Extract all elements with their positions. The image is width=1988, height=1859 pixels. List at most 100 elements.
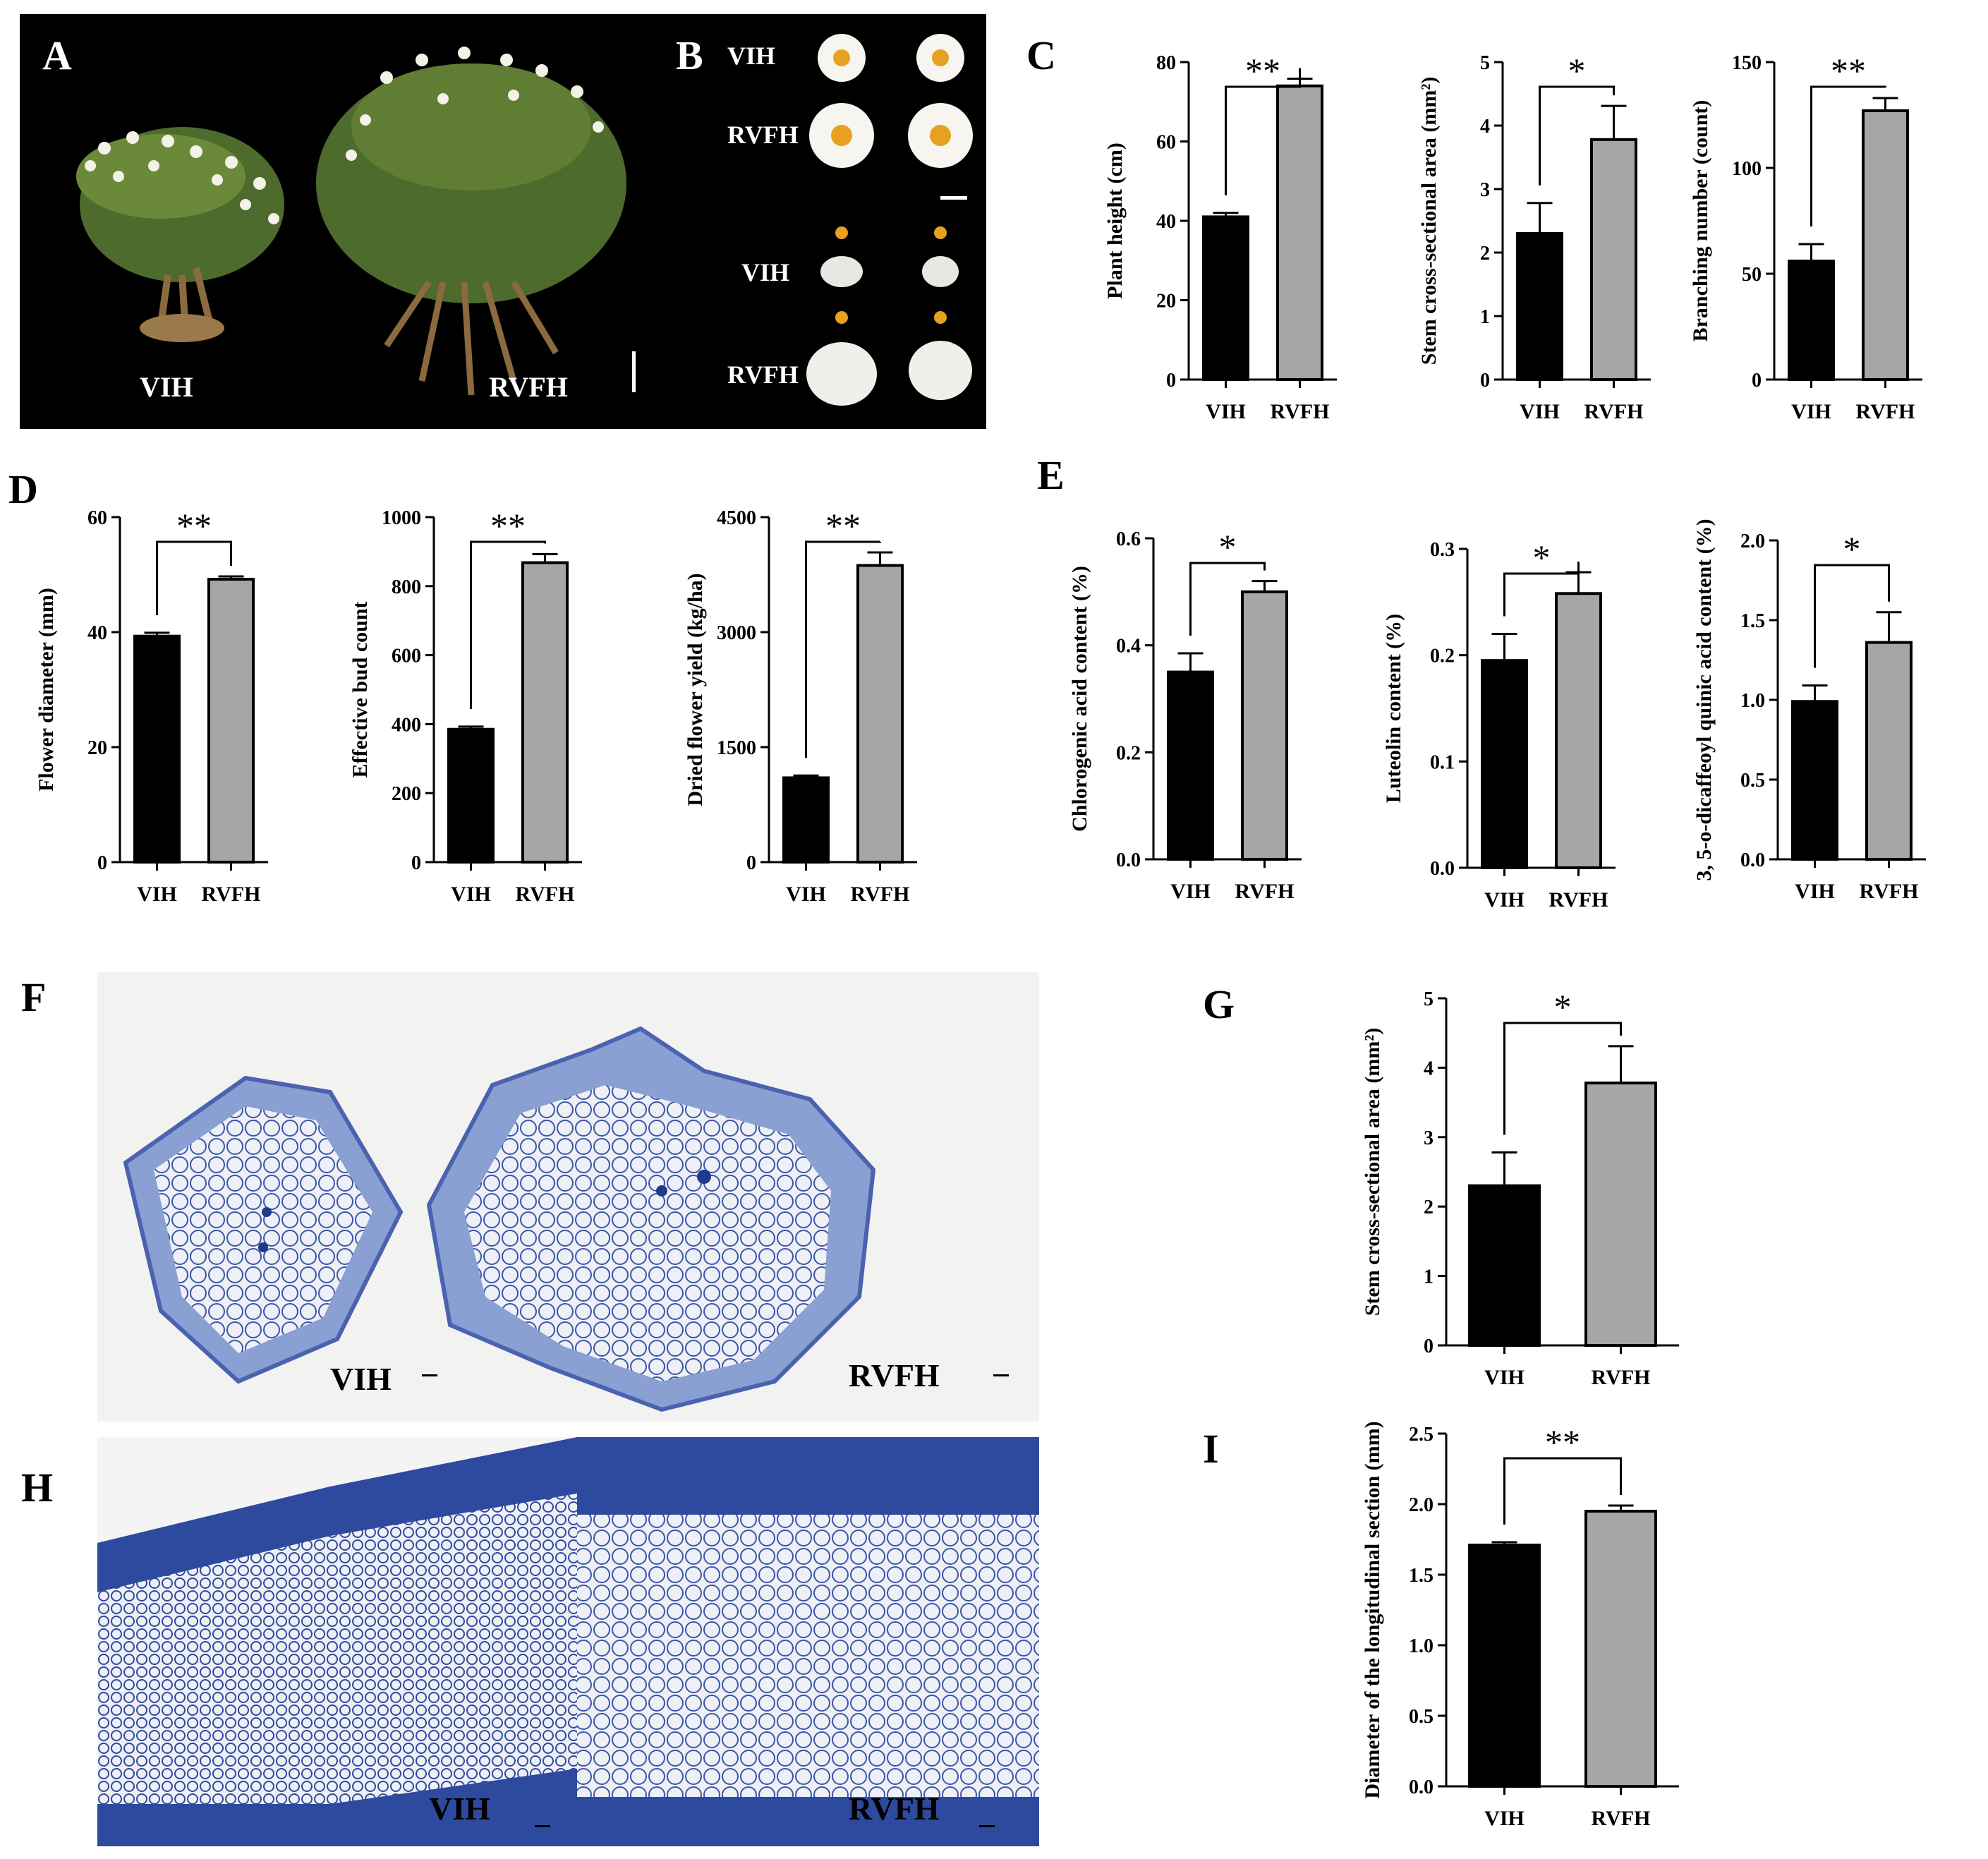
dissected-flowers <box>806 226 972 406</box>
c3-bar-rvfh <box>1862 109 1909 381</box>
panel-f-label-rvfh: RVFH <box>849 1357 940 1393</box>
d1-y-tick-label: 60 <box>87 507 107 529</box>
d2-y-tick-label: 600 <box>392 646 421 667</box>
e3-x-tick-label: RVFH <box>1860 880 1919 903</box>
c1-y-tick-label: 20 <box>1156 291 1176 313</box>
c1-y-axis-label: Plant height (cm) <box>1103 143 1127 299</box>
c1-y-tick-label: 80 <box>1156 52 1176 74</box>
c2-significance-marker: * <box>1568 51 1586 90</box>
panel-letter-f: F <box>21 974 47 1020</box>
g-y-tick-label: 3 <box>1424 1127 1434 1149</box>
c2-y-tick-label: 2 <box>1480 243 1490 265</box>
panel-b-label-rvfh-1: RVFH <box>727 121 799 149</box>
scale-bar <box>632 351 636 392</box>
e2-bar-rvfh <box>1555 592 1602 870</box>
e2-y-tick-label: 0.0 <box>1430 858 1455 880</box>
c2-y-tick-label: 5 <box>1480 52 1490 74</box>
c3-y-tick-label: 150 <box>1732 52 1762 74</box>
g-significance-bracket <box>1503 1022 1622 1135</box>
e3-y-axis-label: 3, 5-o-dicaffeoyl quinic acid content (%… <box>1692 519 1716 880</box>
c2-x-tick-label: RVFH <box>1584 400 1644 423</box>
i-significance-marker: ** <box>1545 1422 1580 1462</box>
panel-b-label-vih-2: VIH <box>741 258 790 286</box>
c1-bar-vih <box>1202 215 1249 381</box>
d2-x-tick-label: RVFH <box>516 883 575 906</box>
g-y-tick-label: 5 <box>1424 988 1434 1010</box>
panel-b-label-rvfh-2: RVFH <box>727 361 799 389</box>
e3-x-tick-label: VIH <box>1795 880 1835 903</box>
panel-f-cross-section: VIH RVFH <box>97 972 1039 1422</box>
d1-y-tick-label: 40 <box>87 622 107 644</box>
c3-x-tick-label: VIH <box>1791 400 1831 423</box>
panel-letter-e: E <box>1037 452 1065 498</box>
panel-letter-g: G <box>1203 981 1235 1027</box>
d2-y-tick-label: 800 <box>392 576 421 598</box>
e3-significance-bracket <box>1814 564 1890 668</box>
e1-significance-marker: * <box>1219 527 1237 567</box>
d3-y-tick-label: 1500 <box>717 737 756 759</box>
g-significance-marker: * <box>1554 987 1572 1027</box>
d1-y-axis-label: Flower diameter (mm) <box>35 588 58 792</box>
c2-significance-bracket <box>1539 85 1615 186</box>
d2-significance-marker: ** <box>490 506 526 545</box>
e3-bar-rvfh <box>1865 641 1913 861</box>
e1-x-tick-label: RVFH <box>1235 880 1295 903</box>
i-y-tick-label: 2.5 <box>1409 1424 1434 1446</box>
e1-x-tick-label: VIH <box>1170 880 1211 903</box>
i-y-axis-label: Diameter of the longitudinal section (mm… <box>1361 1421 1384 1798</box>
g-y-tick-label: 2 <box>1424 1197 1434 1218</box>
e2-bar-vih <box>1481 659 1528 869</box>
c1-x-tick-label: VIH <box>1206 400 1246 423</box>
c1-significance-marker: ** <box>1245 51 1280 90</box>
c3-significance-marker: ** <box>1831 51 1866 90</box>
c2-y-axis-label: Stem cross-sectional area (mm²) <box>1417 77 1441 365</box>
d1-x-tick-label: RVFH <box>202 883 261 906</box>
c3-y-tick-label: 50 <box>1742 264 1762 286</box>
c2-y-tick-label: 0 <box>1480 370 1490 392</box>
d1-significance-marker: ** <box>176 506 212 545</box>
c1-y-tick-label: 0 <box>1166 370 1176 392</box>
d1-bar-vih <box>133 634 181 864</box>
flower-heads <box>809 34 973 168</box>
g-y-axis-label: Stem cross-sectional area (mm²) <box>1361 1028 1384 1316</box>
d2-significance-bracket <box>470 540 546 709</box>
d2-y-tick-label: 200 <box>392 783 421 805</box>
scale-bar <box>940 196 967 200</box>
e1-significance-bracket <box>1189 562 1266 636</box>
c2-y-tick-label: 1 <box>1480 306 1490 328</box>
e3-y-tick-label: 0.5 <box>1740 770 1765 792</box>
d2-y-tick-label: 1000 <box>382 507 421 529</box>
i-bar-rvfh <box>1584 1510 1657 1788</box>
g-bar-rvfh <box>1584 1082 1657 1347</box>
panel-h-label-vih: VIH <box>429 1791 490 1827</box>
e1-y-axis-label: Chlorogenic acid content (%) <box>1068 566 1091 832</box>
c2-y-tick-label: 3 <box>1480 179 1490 201</box>
c3-y-tick-label: 0 <box>1752 370 1762 392</box>
panel-letter-c: C <box>1026 32 1056 78</box>
i-x-tick-label: RVFH <box>1592 1807 1651 1830</box>
i-x-tick-label: VIH <box>1484 1807 1525 1830</box>
e2-y-axis-label: Luteolin content (%) <box>1382 614 1405 803</box>
panel-letter-i: I <box>1203 1426 1219 1472</box>
e1-y-tick-label: 0.6 <box>1116 528 1141 550</box>
d3-x-tick-label: RVFH <box>851 883 910 906</box>
panel-a-label-vih: VIH <box>140 371 193 403</box>
d3-x-tick-label: VIH <box>786 883 826 906</box>
i-bar-vih <box>1468 1544 1541 1788</box>
e2-significance-marker: * <box>1533 538 1551 577</box>
d2-y-axis-label: Effective bud count <box>348 602 372 778</box>
d3-y-axis-label: Dried flower yield (kg/ha) <box>684 573 707 806</box>
rvfh-plant <box>316 47 626 396</box>
panel-letter-a: A <box>42 32 72 78</box>
e3-significance-marker: * <box>1843 529 1861 569</box>
e2-significance-bracket <box>1503 562 1580 617</box>
d2-y-tick-label: 0 <box>411 852 421 874</box>
d1-y-tick-label: 0 <box>97 852 107 874</box>
